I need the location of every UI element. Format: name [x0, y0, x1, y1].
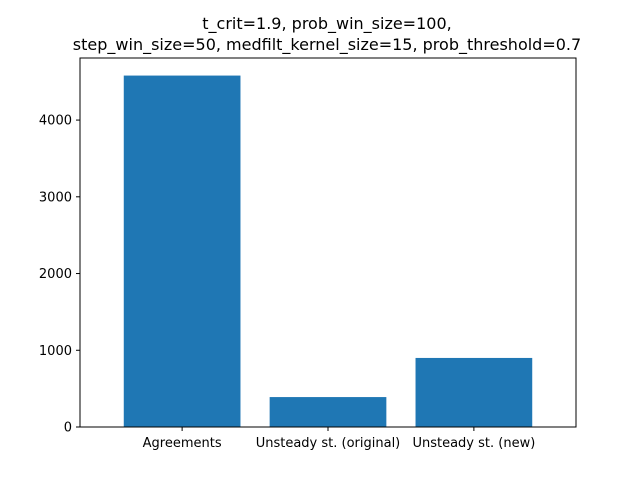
x-tick-label-1: Unsteady st. (original)	[256, 436, 401, 451]
chart-title-line-1: t_crit=1.9, prob_win_size=100,	[202, 14, 451, 34]
bars-layer	[123, 75, 533, 428]
y-tick-label-0: 0	[64, 421, 72, 436]
bar-2	[415, 357, 533, 427]
bar-0	[123, 75, 241, 428]
plot-area-frame	[79, 57, 577, 428]
y-tick-label-3: 3000	[39, 190, 72, 205]
ticks-layer: Agreements Unsteady st. (original) Unstead…	[39, 114, 535, 451]
y-tick-label-2: 2000	[39, 267, 72, 282]
y-tick-label-4: 4000	[39, 114, 72, 129]
chart-title-line-2: step_win_size=50, medfilt_kernel_size=15…	[73, 35, 581, 55]
x-tick-label-2: Unsteady st. (new)	[412, 436, 535, 451]
bar-1	[269, 397, 387, 427]
x-tick-label-0: Agreements	[143, 436, 222, 451]
y-tick-label-1: 1000	[39, 344, 72, 359]
